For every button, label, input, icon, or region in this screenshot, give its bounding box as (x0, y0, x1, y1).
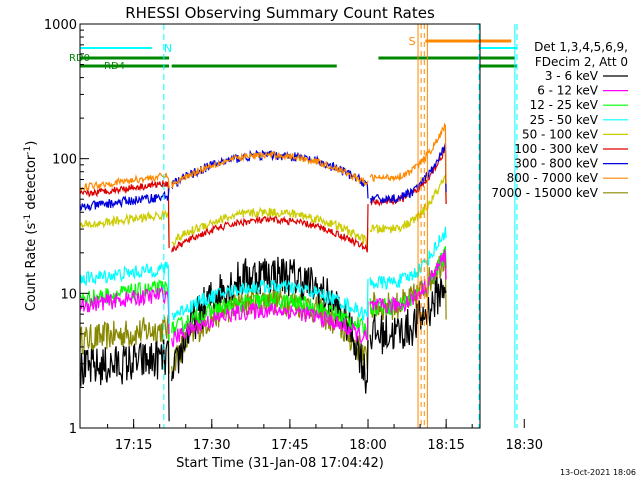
y-axis: 1 10 100 1000 (44, 18, 89, 437)
flag-n-label: N (164, 42, 172, 55)
y-tick-label: 1 (69, 422, 77, 437)
series-blue-line (369, 142, 447, 204)
legend-label: 7000 - 15000 keV (491, 186, 598, 200)
x-tick-label: 18:30 (506, 438, 543, 453)
legend-label: 12 - 25 keV (530, 98, 599, 112)
series-blue-line (171, 149, 369, 199)
series-orange-line (369, 122, 447, 184)
x-tick-label: 17:30 (193, 438, 230, 453)
y-label-mid: detector (24, 154, 39, 214)
series-orange-line (79, 172, 170, 192)
series-orange-line (171, 150, 369, 189)
series-green-line (171, 292, 369, 340)
legend-label: 300 - 800 keV (514, 157, 598, 171)
series-magenta-line (79, 286, 170, 335)
legend-header-line-2: FDecim 2, Att 0 (535, 55, 628, 69)
series-green-line (369, 246, 447, 317)
series-yellow-line (369, 174, 447, 235)
series-blue-line (79, 186, 170, 212)
series-red-line (369, 146, 447, 207)
x-axis: 17:15 17:30 17:45 18:00 18:15 18:30 (107, 419, 543, 453)
series-black-line (369, 277, 447, 355)
y-tick-label: 10 (60, 287, 77, 302)
x-tick-label: 18:00 (349, 438, 386, 453)
y-tick-label: 100 (52, 153, 77, 168)
plot-frame (79, 23, 481, 429)
y-tick-label: 1000 (44, 18, 77, 33)
x-axis-label: Start Time (31-Jan-08 17:04:42) (176, 456, 384, 471)
legend-label: 50 - 100 keV (522, 127, 599, 141)
legend-label: 3 - 6 keV (545, 69, 599, 83)
series-cyan-line (369, 226, 447, 291)
series-yellow-line (79, 209, 170, 248)
series-magenta-line (171, 301, 369, 348)
y-label-sup2: -1 (23, 146, 33, 155)
y-label-main: Count Rate (s (24, 223, 39, 312)
y-axis-label: Count Rate (s-1 detector-1) (23, 141, 39, 312)
flag-rd4-label: RD4 (104, 61, 125, 72)
legend-header-line-1: Det 1,3,4,5,6,9, (534, 40, 628, 54)
series-magenta-line (369, 249, 447, 315)
x-tick-label: 17:45 (271, 438, 308, 453)
legend-label: 6 - 12 keV (537, 84, 599, 98)
series-red-line (79, 179, 170, 249)
series-yellow-line (171, 206, 369, 247)
chart-title: RHESSI Observing Summary Count Rates (125, 4, 435, 22)
legend-label: 25 - 50 keV (530, 113, 599, 127)
x-tick-label: 17:15 (115, 438, 152, 453)
footer-timestamp: 13-Oct-2021 18:06 (560, 468, 636, 477)
series-layer (79, 122, 447, 422)
series-olive-line (79, 314, 170, 374)
y-label-end: ) (24, 141, 39, 146)
legend: Det 1,3,4,5,6,9, FDecim 2, Att 0 3 - 6 k… (491, 40, 628, 200)
flag-s-label: S (409, 35, 416, 48)
x-tick-label: 18:15 (427, 438, 464, 453)
series-cyan-line (171, 278, 369, 321)
y-label-sup1: -1 (23, 214, 33, 223)
series-black-line (79, 338, 170, 422)
series-cyan-line (79, 261, 170, 324)
legend-label: 800 - 7000 keV (507, 171, 599, 185)
series-red-line (171, 204, 369, 253)
legend-label: 100 - 300 keV (514, 142, 598, 156)
